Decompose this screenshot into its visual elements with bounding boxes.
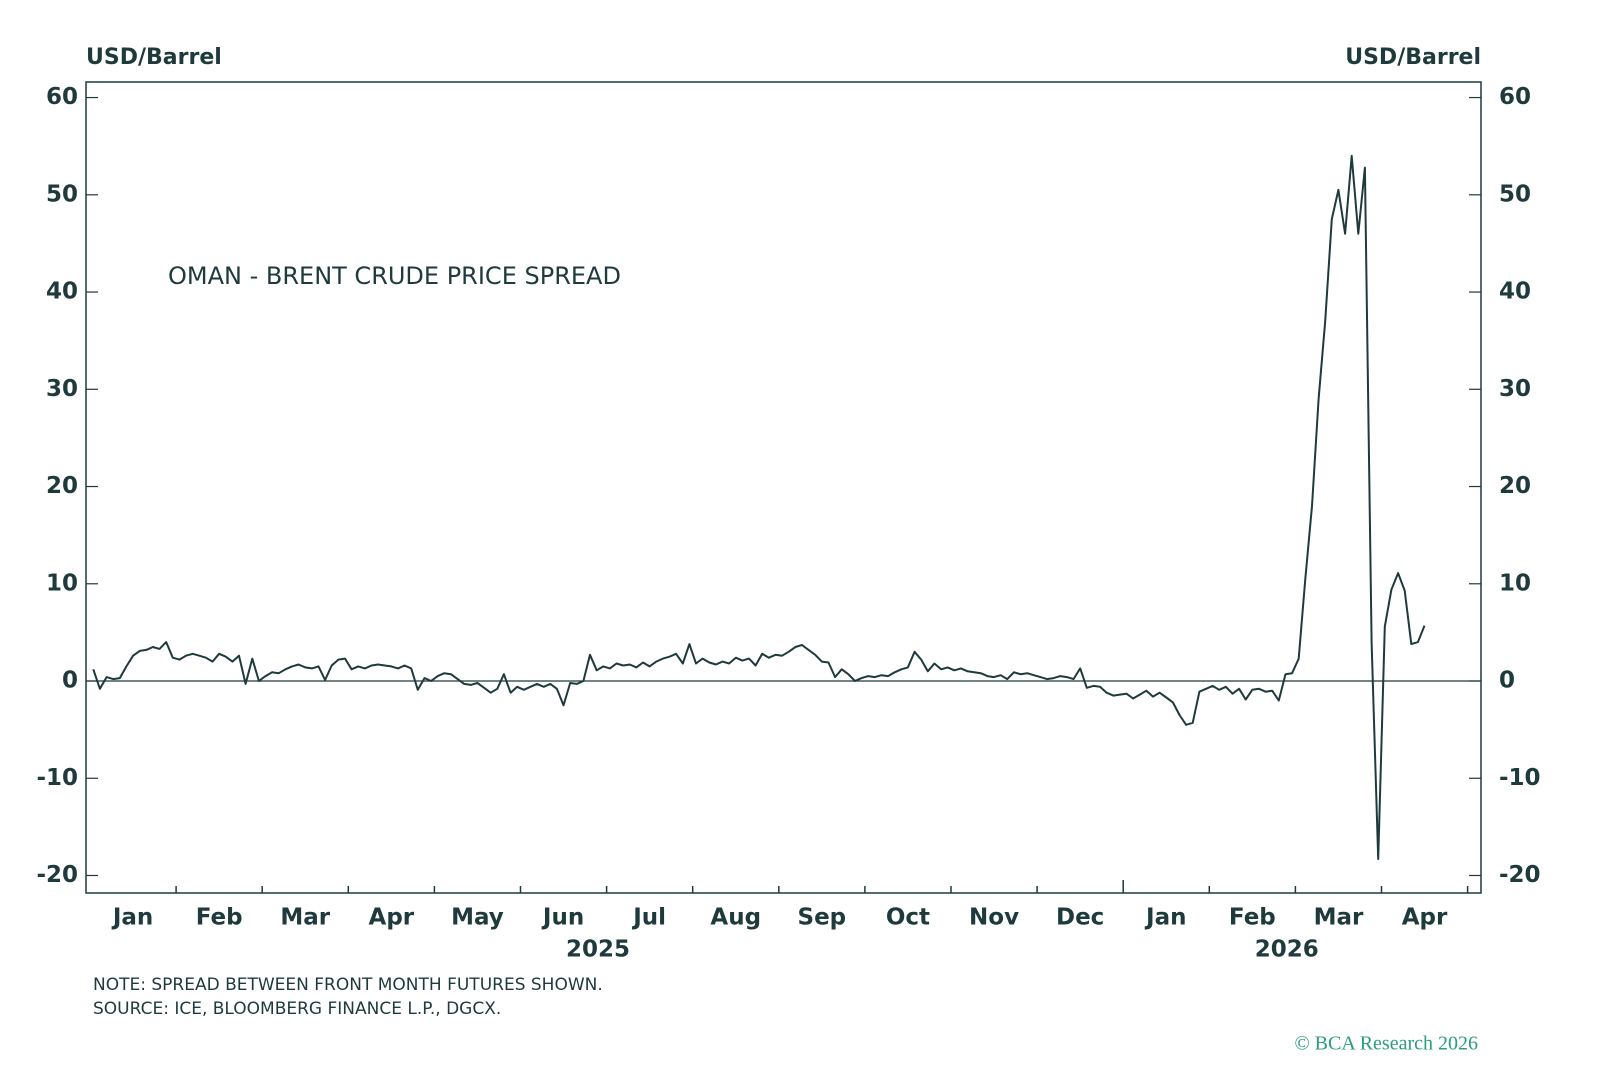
chart-title: OMAN - BRENT CRUDE PRICE SPREAD	[168, 262, 621, 290]
x-tick-label: Jul	[631, 905, 666, 931]
x-tick-label: Feb	[1229, 905, 1276, 931]
y2-tick-label: -20	[1499, 862, 1541, 888]
y-tick-label: -20	[36, 862, 78, 888]
x-tick-label: Mar	[280, 905, 330, 931]
x-tick-label: Sep	[798, 905, 847, 931]
y2-tick-label: 30	[1499, 376, 1531, 402]
x-tick-label: Aug	[710, 905, 761, 931]
y2-tick-label: 40	[1499, 279, 1531, 305]
x-tick-label: Jun	[541, 905, 584, 931]
x-tick-label: Nov	[969, 905, 1019, 931]
note: NOTE: SPREAD BETWEEN FRONT MONTH FUTURES…	[93, 975, 603, 995]
y-tick-label: 10	[46, 570, 78, 596]
y-tick-label: -10	[36, 765, 78, 791]
x-tick-label: Jan	[111, 905, 153, 931]
x-tick-label: Oct	[886, 905, 930, 931]
x-tick-label: Apr	[1402, 905, 1448, 931]
x-tick-label: Feb	[196, 905, 243, 931]
y2-tick-label: 10	[1499, 570, 1531, 596]
y-tick-label: 50	[46, 181, 78, 207]
x-tick-label: May	[451, 905, 504, 931]
y-tick-label: 60	[46, 84, 78, 110]
y2-tick-label: 0	[1499, 668, 1515, 694]
y-tick-label: 40	[46, 279, 78, 305]
x-tick-label: Mar	[1314, 905, 1364, 931]
y2-axis-label: USD/Barrel	[1345, 45, 1481, 70]
y2-tick-label: 60	[1499, 84, 1531, 110]
year-label: 2025	[566, 937, 630, 963]
data-line	[92, 154, 1426, 860]
y2-tick-label: 20	[1499, 473, 1531, 499]
y-tick-label: 0	[62, 668, 78, 694]
y-tick-label: 20	[46, 473, 78, 499]
plot-frame	[85, 81, 1482, 894]
x-tick-label: Apr	[369, 905, 415, 931]
y2-tick-label: 50	[1499, 181, 1531, 207]
x-tick-label: Dec	[1056, 905, 1104, 931]
y-axis-label: USD/Barrel	[86, 45, 222, 70]
copyright: © BCA Research 2026	[1294, 1033, 1478, 1055]
source: SOURCE: ICE, BLOOMBERG FINANCE L.P., DGC…	[93, 999, 501, 1019]
y2-tick-label: -10	[1499, 765, 1541, 791]
x-tick-label: Jan	[1144, 905, 1186, 931]
year-label: 2026	[1255, 937, 1319, 963]
y-tick-label: 30	[46, 376, 78, 402]
